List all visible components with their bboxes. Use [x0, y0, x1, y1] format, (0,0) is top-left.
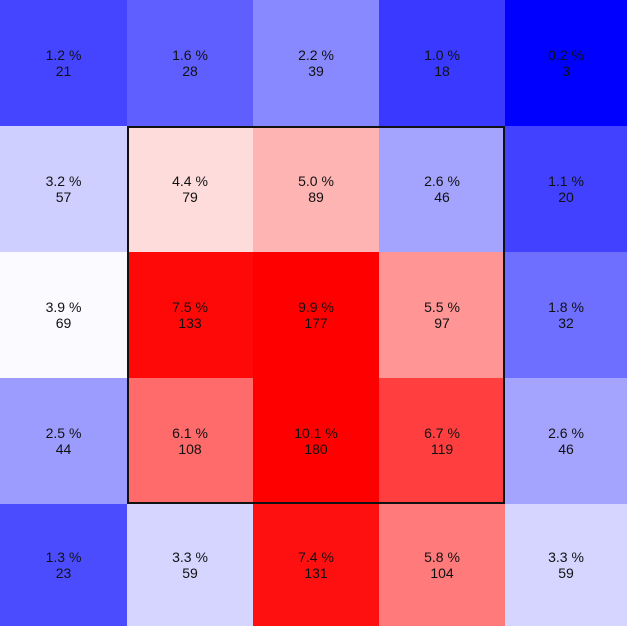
- cell-count-label: 39: [308, 63, 324, 79]
- cell-count-label: 18: [434, 63, 450, 79]
- cell-percent-label: 6.7 %: [424, 425, 460, 441]
- cell-percent-label: 2.6 %: [424, 173, 460, 189]
- heatmap-cell: 1.6 % 28: [127, 0, 253, 126]
- cell-percent-label: 3.9 %: [45, 299, 82, 315]
- cell-percent-label: 3.3 %: [548, 549, 584, 565]
- heatmap-cell: 3.9 % 69: [0, 252, 127, 378]
- heatmap-cell: 4.4 % 79: [127, 126, 253, 252]
- cell-percent-label: 2.6 %: [548, 425, 584, 441]
- heatmap-cell: 1.8 % 32: [505, 252, 627, 378]
- heatmap-cell: 3.3 % 59: [505, 504, 627, 626]
- cell-count-label: 46: [558, 441, 574, 457]
- cell-count-label: 180: [304, 441, 328, 457]
- cell-percent-label: 1.0 %: [424, 47, 460, 63]
- cell-count-label: 69: [55, 315, 72, 331]
- cell-percent-label: 9.9 %: [298, 299, 334, 315]
- cell-percent-label: 1.3 %: [45, 549, 82, 565]
- cell-count-label: 32: [558, 315, 574, 331]
- cell-count-label: 20: [558, 189, 574, 205]
- heatmap-cell: 7.5 % 133: [127, 252, 253, 378]
- heatmap-cell: 1.1 % 20: [505, 126, 627, 252]
- heatmap-cell: 3.3 % 59: [127, 504, 253, 626]
- cell-count-label: 133: [178, 315, 202, 331]
- cell-count-label: 57: [55, 189, 72, 205]
- cell-count-label: 44: [55, 441, 72, 457]
- cell-percent-label: 2.2 %: [298, 47, 334, 63]
- heatmap-cell: 2.6 % 46: [379, 126, 505, 252]
- heatmap-cell: 5.5 % 97: [379, 252, 505, 378]
- cell-percent-label: 0.2 %: [548, 47, 584, 63]
- cell-percent-label: 1.1 %: [548, 173, 584, 189]
- heatmap-cell: 6.1 % 108: [127, 378, 253, 504]
- cell-count-label: 59: [558, 565, 574, 581]
- cell-count-label: 28: [182, 63, 198, 79]
- cell-count-label: 104: [430, 565, 454, 581]
- cell-percent-label: 10.1 %: [294, 425, 338, 441]
- cell-count-label: 131: [304, 565, 328, 581]
- heatmap-cell: 5.8 % 104: [379, 504, 505, 626]
- heatmap-cell: 2.6 % 46: [505, 378, 627, 504]
- cell-count-label: 108: [178, 441, 202, 457]
- heatmap-cell: 1.2 % 21: [0, 0, 127, 126]
- heatmap-cell: 10.1 % 180: [253, 378, 379, 504]
- heatmap-cell: 6.7 % 119: [379, 378, 505, 504]
- heatmap-cell: 2.5 % 44: [0, 378, 127, 504]
- cell-percent-label: 2.5 %: [45, 425, 82, 441]
- cell-count-label: 46: [434, 189, 450, 205]
- cell-percent-label: 1.2 %: [45, 47, 82, 63]
- cell-count-label: 59: [182, 565, 198, 581]
- heatmap-cell: 1.0 % 18: [379, 0, 505, 126]
- cell-count-label: 79: [182, 189, 198, 205]
- heatmap-cell: 9.9 % 177: [253, 252, 379, 378]
- cell-count-label: 3: [562, 63, 570, 79]
- heatmap-cell: 2.2 % 39: [253, 0, 379, 126]
- cell-count-label: 89: [308, 189, 324, 205]
- cell-percent-label: 7.5 %: [172, 299, 208, 315]
- heatmap-cell: 5.0 % 89: [253, 126, 379, 252]
- cell-percent-label: 6.1 %: [172, 425, 208, 441]
- cell-count-label: 177: [304, 315, 328, 331]
- cell-percent-label: 5.8 %: [424, 549, 460, 565]
- cell-count-label: 23: [55, 565, 72, 581]
- heatmap-cell: 3.2 % 57: [0, 126, 127, 252]
- cell-percent-label: 3.2 %: [45, 173, 82, 189]
- heatmap-cell: 7.4 % 131: [253, 504, 379, 626]
- cell-count-label: 119: [430, 441, 454, 457]
- heatmap-cell: 1.3 % 23: [0, 504, 127, 626]
- cell-count-label: 21: [55, 63, 72, 79]
- cell-percent-label: 4.4 %: [172, 173, 208, 189]
- heatmap-cell: 0.2 % 3: [505, 0, 627, 126]
- cell-percent-label: 1.8 %: [548, 299, 584, 315]
- cell-percent-label: 5.0 %: [298, 173, 334, 189]
- cell-percent-label: 5.5 %: [424, 299, 460, 315]
- cell-count-label: 97: [434, 315, 450, 331]
- cell-percent-label: 7.4 %: [298, 549, 334, 565]
- cell-percent-label: 3.3 %: [172, 549, 208, 565]
- cell-percent-label: 1.6 %: [172, 47, 208, 63]
